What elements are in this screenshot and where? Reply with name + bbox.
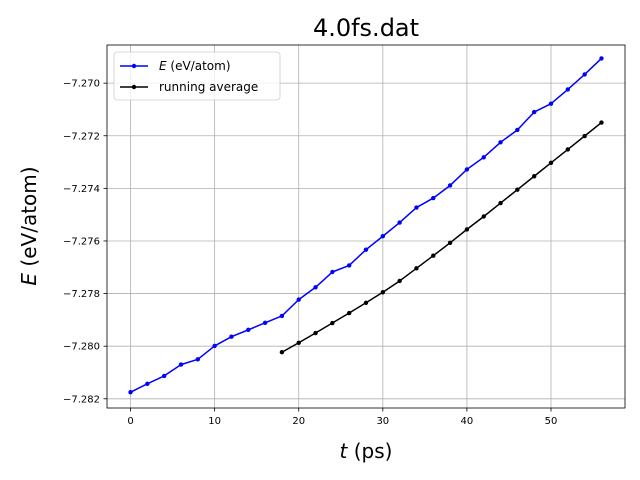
- data-point-running-average: [313, 330, 318, 336]
- data-point-e: [582, 72, 587, 77]
- data-point-e: [363, 247, 369, 252]
- data-point-e: [565, 87, 571, 92]
- legend-marker-energy: [131, 63, 137, 69]
- x-axis-variable: t: [340, 439, 349, 463]
- y-axis-title: E (eV/atom): [17, 166, 41, 285]
- legend-box: [113, 51, 281, 101]
- legend-label-running-average: running average: [159, 80, 258, 94]
- x-tick-label: 10: [208, 416, 221, 427]
- data-point-running-average: [548, 160, 554, 166]
- x-tick-label: 40: [461, 416, 474, 427]
- legend-energy-unit: (eV/atom): [167, 59, 231, 73]
- grid: [107, 45, 625, 408]
- data-point-running-average: [481, 214, 486, 219]
- legend-energy-variable: E: [159, 59, 167, 73]
- data-point-e: [330, 269, 335, 275]
- data-point-e: [161, 373, 167, 379]
- chart-title: 4.0fs.dat: [313, 14, 419, 42]
- data-point-e: [229, 334, 234, 339]
- y-tick-label: −7.274: [63, 184, 100, 195]
- legend-label-energy: E (eV/atom): [159, 59, 231, 73]
- data-point-e: [515, 127, 520, 133]
- data-point-e: [548, 101, 554, 106]
- y-axis-variable: E: [17, 273, 41, 286]
- data-point-e: [431, 195, 436, 201]
- data-point-running-average: [330, 320, 335, 326]
- data-point-running-average: [363, 300, 369, 305]
- data-point-running-average: [431, 253, 436, 258]
- data-point-running-average: [346, 310, 352, 316]
- data-point-e: [212, 343, 217, 349]
- x-tick-label: 30: [376, 416, 389, 427]
- data-point-running-average: [380, 290, 386, 295]
- data-point-e: [145, 381, 150, 386]
- data-point-e: [246, 327, 251, 333]
- y-axis-unit: (eV/atom): [17, 166, 41, 273]
- x-tick-label: 0: [127, 416, 133, 427]
- legend: E (eV/atom) running average: [113, 51, 281, 101]
- x-tick-label: 20: [292, 416, 305, 427]
- data-point-running-average: [447, 240, 453, 246]
- data-point-e: [481, 155, 486, 160]
- data-point-running-average: [515, 187, 520, 192]
- y-tick-label: −7.272: [63, 131, 100, 142]
- data-point-e: [195, 357, 201, 362]
- data-point-e: [397, 220, 402, 225]
- data-point-e: [464, 167, 470, 172]
- data-point-e: [447, 183, 453, 188]
- data-point-running-average: [565, 147, 571, 152]
- x-tick-label: 50: [545, 416, 558, 427]
- data-point-e: [279, 313, 285, 319]
- data-point-running-average: [279, 350, 285, 355]
- data-point-running-average: [582, 133, 587, 139]
- y-tick-label: −7.270: [63, 79, 100, 90]
- data-point-running-average: [498, 200, 503, 206]
- y-tick-label: −7.282: [63, 394, 100, 405]
- data-point-e: [128, 390, 133, 395]
- data-point-e: [414, 205, 419, 210]
- data-point-running-average: [599, 120, 604, 125]
- legend-marker-running-average: [131, 84, 137, 90]
- data-point-e: [498, 140, 503, 145]
- data-point-e: [380, 234, 386, 239]
- y-tick-label: −7.280: [63, 342, 100, 353]
- data-point-running-average: [397, 278, 402, 284]
- y-tick-label: −7.278: [63, 289, 100, 300]
- data-point-e: [599, 56, 604, 61]
- plot-series: [128, 56, 604, 395]
- data-point-e: [262, 320, 268, 325]
- data-point-running-average: [414, 266, 419, 271]
- data-point-running-average: [531, 174, 537, 179]
- data-point-e: [313, 285, 318, 290]
- x-axis-title: t (ps): [340, 439, 393, 463]
- data-point-e: [178, 362, 184, 367]
- data-point-e: [296, 297, 301, 302]
- x-axis-unit: (ps): [347, 439, 392, 463]
- series-line-running-average: [281, 122, 602, 353]
- axis-ticks: 0 10 20 30 40 50 −7.282 −7.280 −7.278 −7.276 −7.27…: [63, 79, 557, 427]
- data-point-e: [346, 263, 352, 268]
- data-point-running-average: [296, 340, 301, 345]
- data-point-e: [531, 109, 537, 115]
- data-point-running-average: [464, 227, 470, 232]
- y-tick-label: −7.276: [63, 236, 100, 247]
- plot-frame: [106, 44, 626, 409]
